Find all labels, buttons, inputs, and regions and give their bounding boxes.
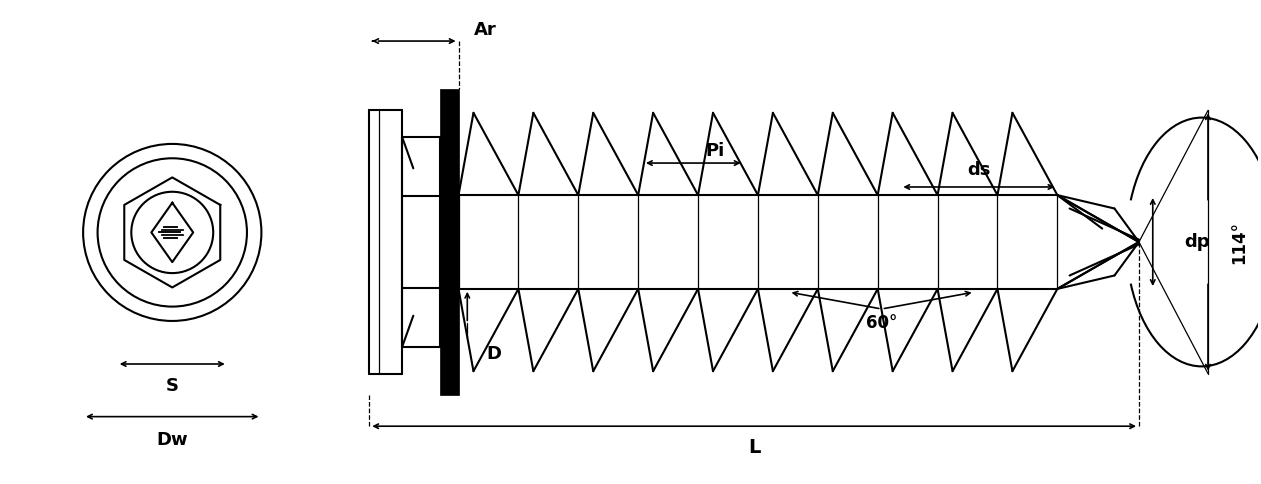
Text: ds: ds [967, 161, 991, 179]
Text: Dw: Dw [156, 431, 188, 449]
Bar [440, 89, 459, 395]
Text: Pi: Pi [706, 142, 725, 160]
Text: D: D [487, 345, 501, 363]
Text: 60°: 60° [866, 314, 898, 333]
Text: dp: dp [1184, 233, 1209, 251]
Text: 114°: 114° [1231, 221, 1248, 263]
Text: L: L [748, 438, 760, 457]
Text: S: S [165, 377, 179, 394]
Text: Ar: Ar [474, 21, 497, 39]
